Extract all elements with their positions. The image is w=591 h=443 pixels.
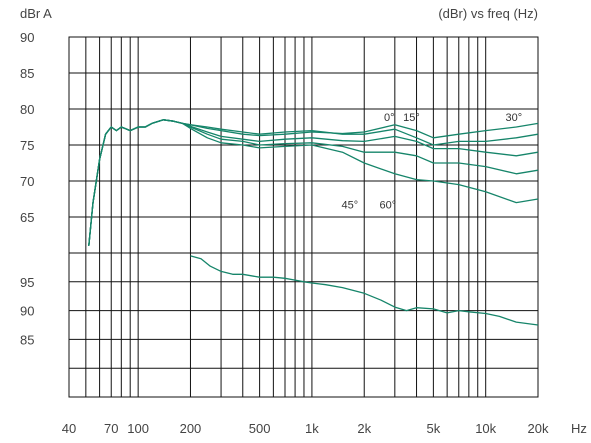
angle-annotations: 0° 15° 30° 45° 60° bbox=[342, 112, 523, 211]
upper-y-tick-label: 90 bbox=[20, 30, 34, 45]
upper-panel-series bbox=[88, 119, 539, 246]
axis-tick-labels: 65 70 75 80 85 90 85 90 95 40 70 100 200 500 1k 2k 5k 10k… bbox=[20, 30, 549, 436]
x-tick-label: 200 bbox=[180, 421, 202, 436]
lower-panel-series bbox=[190, 255, 539, 326]
lower-y-tick-label: 85 bbox=[20, 332, 34, 347]
x-tick-label: 500 bbox=[249, 421, 271, 436]
lower-panel-grid bbox=[68, 252, 539, 398]
x-tick-label: 1k bbox=[305, 421, 319, 436]
lower-y-tick-label: 90 bbox=[20, 304, 34, 319]
annotation-label: 45° bbox=[342, 199, 359, 211]
annotation-label: 60° bbox=[380, 199, 397, 211]
x-tick-label: 20k bbox=[528, 421, 549, 436]
chart-title: (dBr) vs freq (Hz) bbox=[438, 6, 538, 21]
x-tick-label: 40 bbox=[62, 421, 76, 436]
x-unit-label: Hz bbox=[571, 421, 587, 436]
x-tick-label: 5k bbox=[427, 421, 441, 436]
lower-series-line-0 bbox=[190, 255, 539, 326]
x-tick-label: 2k bbox=[357, 421, 371, 436]
upper-y-tick-label: 65 bbox=[20, 210, 34, 225]
upper-y-tick-label: 70 bbox=[20, 174, 34, 189]
annotation-label: 0° bbox=[384, 112, 395, 124]
upper-series-line-2 bbox=[88, 119, 539, 246]
annotation-label: 15° bbox=[403, 112, 420, 124]
upper-series-line-4 bbox=[88, 119, 539, 246]
upper-series-line-0 bbox=[88, 119, 539, 246]
upper-series-line-1 bbox=[88, 119, 539, 246]
lower-y-tick-label: 95 bbox=[20, 275, 34, 290]
x-tick-label: 10k bbox=[475, 421, 496, 436]
upper-y-tick-label: 85 bbox=[20, 66, 34, 81]
upper-y-tick-label: 80 bbox=[20, 102, 34, 117]
x-tick-label: 100 bbox=[127, 421, 149, 436]
upper-y-unit-label: dBr A bbox=[20, 6, 52, 21]
upper-y-tick-label: 75 bbox=[20, 138, 34, 153]
upper-series-line-3 bbox=[88, 119, 539, 246]
annotation-label: 30° bbox=[505, 112, 522, 124]
x-tick-label: 70 bbox=[104, 421, 118, 436]
